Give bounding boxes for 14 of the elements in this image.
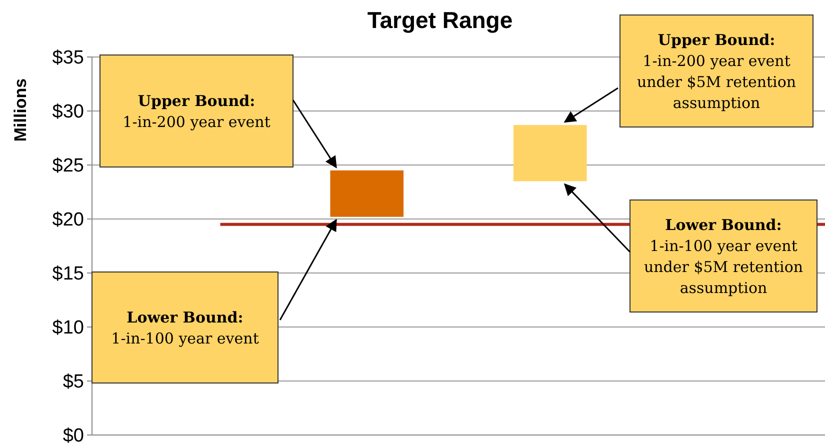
- y-tick-label: $5: [62, 372, 84, 393]
- y-tick-label: $25: [52, 156, 84, 177]
- y-tick-label: $20: [52, 210, 84, 231]
- y-tick-label: $10: [52, 318, 84, 339]
- annotation: Lower Bound: 1-in-100 year event: [111, 308, 259, 348]
- annotation: Upper Bound: 1-in-200 year event under $5M retention assumption: [636, 30, 796, 112]
- y-tick-label: $30: [52, 102, 84, 123]
- annotation: Upper Bound: 1-in-200 year event: [122, 92, 270, 131]
- y-axis-title: Millions: [11, 78, 30, 142]
- annotation: Lower Bound: 1-in-100 year event under $5M retention assumption: [644, 216, 804, 297]
- y-tick-label: $35: [52, 48, 84, 69]
- y-tick-label: $0: [62, 426, 84, 447]
- y-tick-label: $15: [52, 264, 84, 285]
- chart-title: Target Range: [367, 7, 513, 33]
